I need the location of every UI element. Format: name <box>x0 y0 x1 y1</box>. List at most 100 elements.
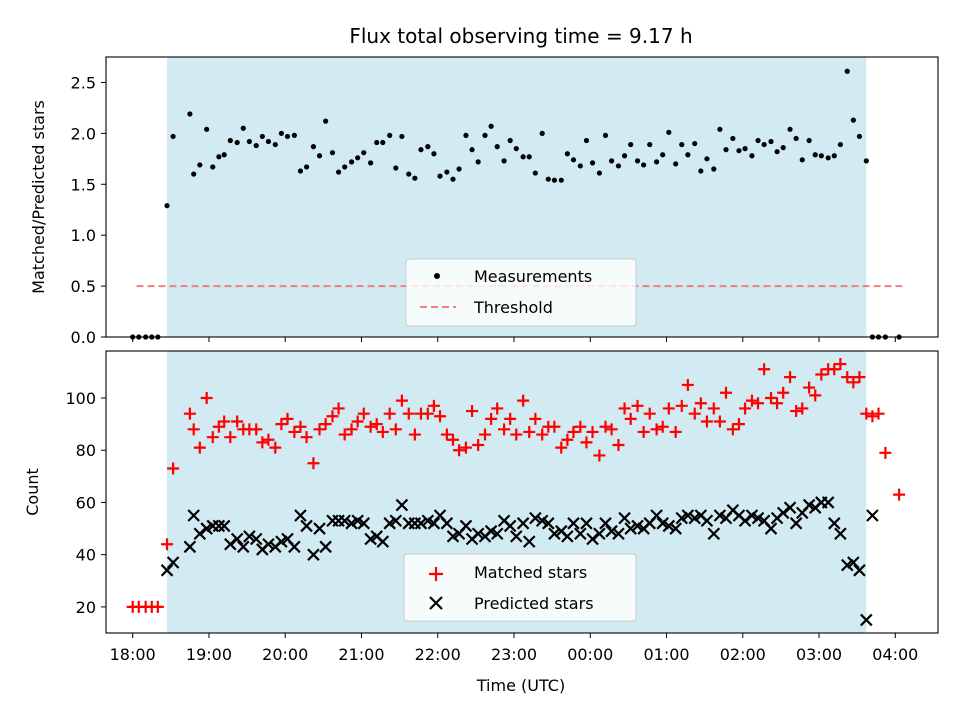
x-tick-label: 23:00 <box>491 645 537 664</box>
measurement-point <box>717 126 723 132</box>
x-tick-label: 00:00 <box>567 645 613 664</box>
predicted-star-point <box>288 540 301 554</box>
predicted-star-point <box>427 517 441 530</box>
predicted-star-point <box>567 517 580 530</box>
measurement-point <box>210 164 216 170</box>
x-axis-label: Time (UTC) <box>476 676 565 695</box>
measurement-point <box>450 176 456 182</box>
matched-star-point <box>224 431 237 444</box>
matched-star-point <box>466 405 479 418</box>
matched-star-point <box>376 425 389 438</box>
measurement-point <box>596 170 603 176</box>
measurement-point <box>730 135 736 142</box>
matched-star-point <box>745 394 758 407</box>
measurement-point <box>837 141 843 148</box>
matched-star-point <box>345 423 358 436</box>
matched-star-point <box>860 407 873 420</box>
measurement-point <box>240 125 246 131</box>
measurement-point <box>399 133 405 140</box>
predicted-star-point <box>764 522 778 535</box>
matched-star-point <box>427 399 440 412</box>
measurement-point <box>278 130 284 136</box>
matched-star-point <box>719 386 732 399</box>
predicted-star-point <box>440 517 454 530</box>
matched-star-point <box>523 425 536 438</box>
predicted-star-point <box>160 564 174 577</box>
matched-star-point <box>580 436 593 449</box>
matched-star-point <box>656 420 669 433</box>
matched-star-point <box>338 428 351 441</box>
matched-star-point <box>809 389 822 402</box>
legend-matched-label: Matched stars <box>474 563 587 582</box>
predicted-star-point <box>338 514 351 527</box>
matched-star-point <box>879 446 892 459</box>
predicted-star-point <box>183 540 197 554</box>
measurement-point <box>564 151 570 157</box>
matched-star-point <box>319 418 332 431</box>
measurement-point <box>494 144 500 150</box>
predicted-star-point <box>389 514 403 527</box>
matched-star-point <box>491 402 504 415</box>
measurement-point <box>863 158 869 164</box>
measurement-point <box>755 137 761 144</box>
predicted-star-point <box>510 530 523 543</box>
predicted-star-point <box>187 509 200 522</box>
predicted-star-point <box>217 519 231 533</box>
measurement-point <box>197 162 203 168</box>
predicted-star-point <box>243 530 256 543</box>
matched-star-point <box>183 407 196 420</box>
measurement-point <box>234 139 240 146</box>
x-tick-label: 21:00 <box>338 645 384 664</box>
matched-star-point <box>167 462 180 475</box>
y-tick-label: 40 <box>76 546 96 565</box>
predicted-star-point <box>300 519 313 533</box>
measurement-point <box>164 203 170 209</box>
x-tick-label: 19:00 <box>186 645 232 664</box>
measurement-point <box>191 171 197 177</box>
matched-star-point <box>662 402 675 415</box>
predicted-star-point <box>357 517 371 530</box>
measurement-point <box>469 147 475 153</box>
measurement-point <box>488 123 494 129</box>
measurement-point <box>679 141 685 148</box>
legend-measurements-marker <box>434 273 440 279</box>
matched-star-point <box>764 392 777 404</box>
y-tick-label: 100 <box>65 389 96 408</box>
predicted-star-point <box>503 519 517 533</box>
measurement-point <box>685 152 691 158</box>
matched-star-point <box>446 433 459 446</box>
legend-threshold-label: Threshold <box>473 298 553 317</box>
matched-star-point <box>332 402 345 415</box>
matched-star-point <box>536 428 549 441</box>
matched-star-point <box>351 415 364 428</box>
matched-star-point <box>567 425 580 438</box>
measurement-point <box>456 166 462 172</box>
predicted-star-point <box>847 556 860 569</box>
measurement-point <box>323 118 329 124</box>
measurement-point <box>761 141 767 148</box>
matched-star-point <box>218 415 231 428</box>
measurement-point <box>551 177 558 183</box>
predicted-star-point <box>821 496 835 509</box>
matched-star-point <box>389 423 402 436</box>
predicted-star-point <box>738 514 752 527</box>
matched-star-point <box>151 600 164 613</box>
measurement-point <box>310 144 317 150</box>
legend-matched-marker <box>429 567 443 581</box>
matched-star-point <box>395 394 408 407</box>
measurement-point <box>774 149 780 155</box>
measurement-point <box>387 132 393 138</box>
matched-star-point <box>187 423 200 436</box>
matched-star-point <box>586 425 599 438</box>
measurement-point <box>513 146 519 152</box>
measurement-point <box>246 138 252 145</box>
predicted-star-point <box>459 519 473 533</box>
matched-star-point <box>828 363 841 376</box>
matched-star-point <box>643 407 656 420</box>
measurement-point <box>532 170 538 176</box>
measurement-point <box>698 168 704 174</box>
matched-star-point <box>593 449 606 462</box>
matched-star-point <box>453 444 466 457</box>
matched-star-point <box>421 407 434 420</box>
matched-star-point <box>694 397 707 410</box>
